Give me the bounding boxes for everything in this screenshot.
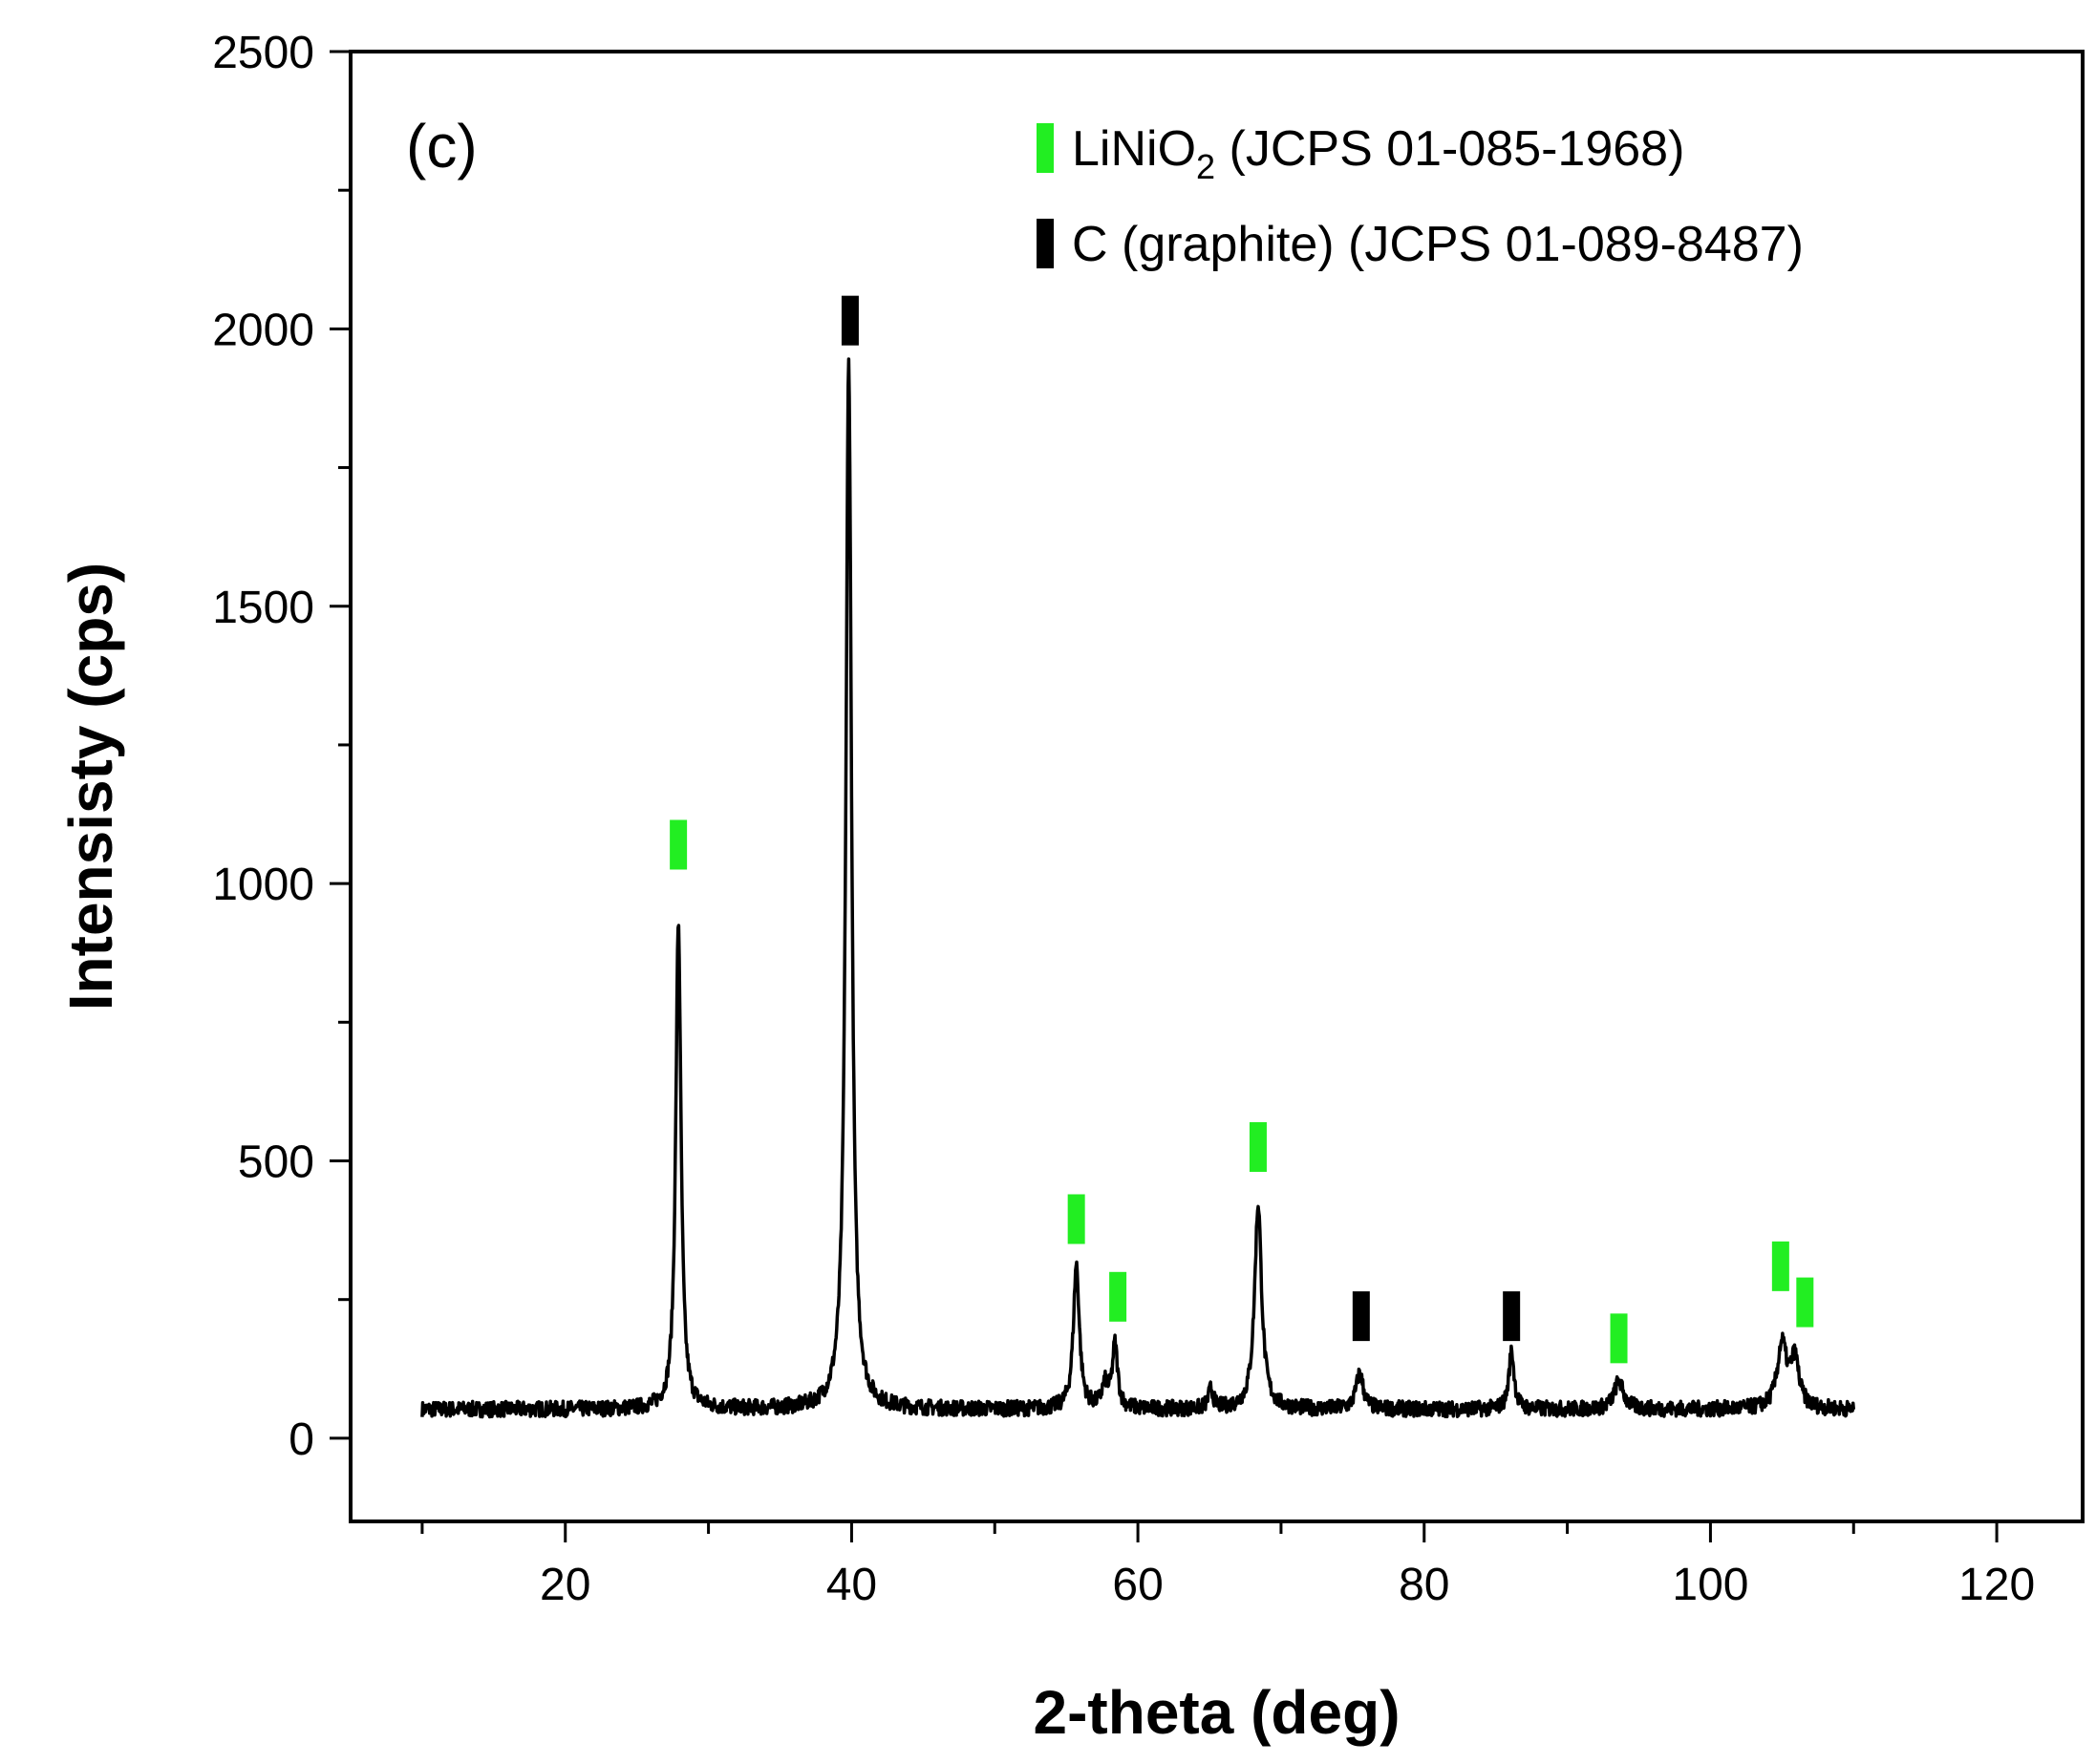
linio2-marker: [670, 819, 688, 870]
y-tick-label: 1000: [212, 860, 314, 910]
legend-swatch-graphite: [1037, 219, 1054, 268]
linio2-marker: [1109, 1271, 1127, 1322]
phase-markers: [670, 295, 1814, 1364]
axis-ticks: 20 40 60 80 100 120 0 500 1000 1500 2000 2500: [212, 28, 2035, 1610]
x-tick-label: 60: [1112, 1560, 1163, 1610]
legend-label-linio2: LiNiO2 (JCPS 01-085-1968): [1072, 121, 1684, 186]
linio2-marker: [1249, 1121, 1267, 1172]
graphite-marker: [1352, 1291, 1370, 1342]
graphite-marker: [1503, 1291, 1521, 1342]
y-tick-label: 2500: [212, 28, 314, 78]
x-tick-label: 20: [540, 1560, 590, 1610]
legend-swatch-linio2: [1037, 123, 1054, 173]
y-axis-title: Intensisty (cps): [56, 563, 125, 1010]
legend: LiNiO2 (JCPS 01-085-1968) C (graphite) (J…: [1037, 121, 1804, 272]
panel-label: (c): [406, 112, 478, 181]
linio2-marker: [1067, 1194, 1085, 1244]
x-tick-label: 100: [1672, 1560, 1748, 1610]
plot-frame: [349, 50, 2085, 1523]
y-tick-label: 500: [238, 1137, 314, 1188]
linio2-marker: [1610, 1313, 1628, 1364]
legend-label-graphite: C (graphite) (JCPS 01-089-8487): [1072, 217, 1804, 272]
linio2-marker: [1796, 1277, 1814, 1328]
y-tick-label: 2000: [212, 305, 314, 355]
xrd-pattern-line: [420, 357, 1856, 1419]
linio2-marker: [1771, 1241, 1789, 1291]
y-tick-label: 0: [289, 1414, 314, 1465]
y-tick-label: 1500: [212, 583, 314, 633]
graphite-marker: [841, 295, 859, 346]
plot-area: 20 40 60 80 100 120 0 500 1000 1500 2000 2500: [212, 28, 2085, 1610]
x-tick-label: 120: [1958, 1560, 2035, 1610]
x-tick-label: 80: [1399, 1560, 1449, 1610]
x-tick-label: 40: [826, 1560, 877, 1610]
x-axis-title: 2-theta (deg): [1034, 1678, 1401, 1747]
